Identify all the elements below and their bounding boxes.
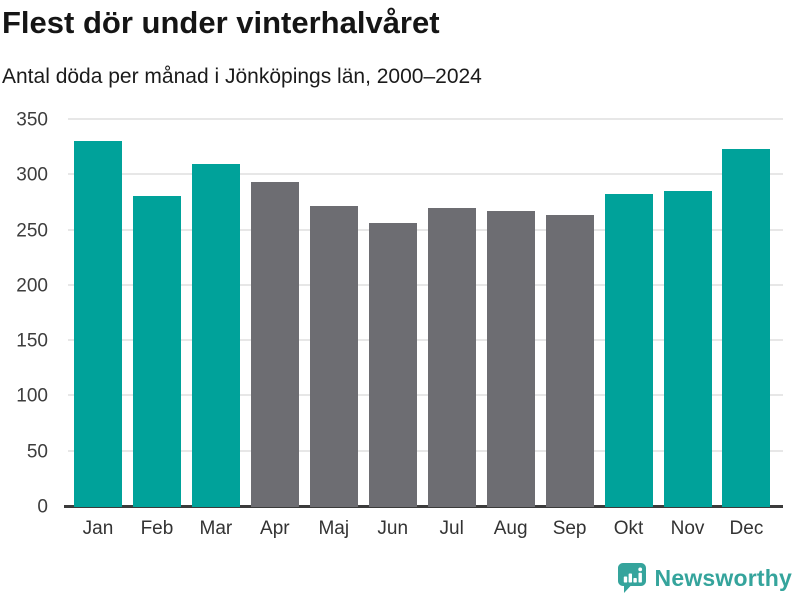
bar-maj: [309, 206, 358, 507]
x-tick-label-dec: Dec: [729, 518, 764, 539]
y-tick-label-300: 300: [16, 164, 48, 186]
bar-chart: 0 50 100 150 200 250 300 350 Jan Feb Mar Apr Maj Jun J…: [0, 111, 800, 539]
bar-dec: [722, 148, 771, 507]
plot-area: 0 50 100 150 200 250 300 350 Jan Feb Mar Apr Maj Jun J…: [16, 111, 783, 539]
bar-okt: [604, 194, 653, 507]
x-tick-label-maj: Maj: [318, 518, 350, 539]
gridline-250: [68, 228, 783, 231]
brand-footer: Newsworthy: [617, 562, 792, 595]
gridline-300: [68, 173, 783, 176]
x-tick-label-jul: Jul: [439, 518, 464, 539]
x-tick-label-jun: Jun: [377, 518, 409, 539]
x-tick-label-feb: Feb: [140, 518, 174, 539]
gridline-350: [68, 118, 783, 120]
brand-name: Newsworthy: [654, 565, 792, 591]
y-tick-label-50: 50: [26, 441, 48, 463]
bar-jul: [427, 208, 476, 507]
bar-apr: [250, 181, 299, 507]
x-tick-label-nov: Nov: [670, 518, 705, 539]
chart-subtitle: Antal döda per månad i Jönköpings län, 2…: [2, 65, 482, 88]
y-tick-label-200: 200: [16, 275, 48, 297]
gridline-50: [68, 449, 783, 452]
gridline-150: [68, 339, 783, 342]
bar-sep: [545, 215, 594, 507]
bar-nov: [663, 190, 712, 507]
bar-jan: [74, 141, 122, 507]
gridline-200: [68, 283, 783, 286]
bar-feb: [132, 196, 181, 507]
x-tick-label-okt: Okt: [613, 518, 644, 539]
y-tick-label-250: 250: [16, 220, 48, 242]
bar-aug: [486, 210, 535, 507]
x-axis-line: [64, 505, 783, 508]
y-tick-label-150: 150: [16, 330, 48, 352]
y-tick-label-100: 100: [16, 385, 48, 407]
bar-mar: [191, 164, 240, 507]
bar-jun: [368, 222, 417, 507]
x-tick-label-jan: Jan: [82, 518, 114, 539]
gridline-100: [68, 394, 783, 397]
x-tick-label-aug: Aug: [493, 518, 528, 539]
x-tick-label-sep: Sep: [552, 518, 587, 539]
y-tick-label-350: 350: [16, 109, 48, 131]
chart-title: Flest dör under vinterhalvåret: [2, 5, 440, 40]
x-tick-label-mar: Mar: [199, 518, 233, 539]
newsworthy-logo-icon: [617, 563, 646, 593]
y-tick-label-0: 0: [37, 496, 48, 518]
x-tick-label-apr: Apr: [260, 518, 290, 539]
